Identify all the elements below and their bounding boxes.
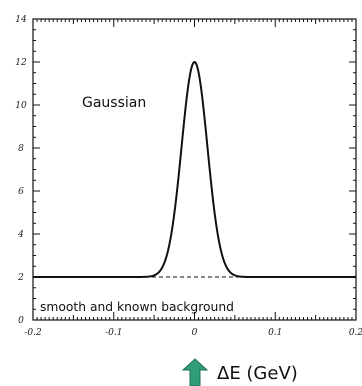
gaussian-label: Gaussian [82,95,146,111]
y-tick-label: 10 [15,101,27,111]
x-axis-label: ΔE (GeV) [217,363,298,384]
y-tick-label: 2 [17,273,24,283]
x-tick-label: 0 [192,328,198,338]
x-tick-label: -0.1 [105,328,122,338]
y-tick-label: 12 [15,58,27,68]
up-arrow-icon [181,358,209,386]
gaussian-curve [33,60,356,278]
x-tick-label: 0.2 [349,328,362,338]
y-tick-label: 0 [18,316,24,326]
x-tick-label: -0.2 [24,328,42,338]
y-tick-label: 4 [17,230,24,240]
y-tick-label: 6 [18,187,24,197]
axis-ticks [32,18,357,321]
axis-tick-labels: 0 2 4 6 8 10 12 14 -0.2 -0.1 0 0.1 0.2 [15,15,362,338]
background-label: smooth and known background [40,300,234,314]
x-tick-label: 0.1 [268,328,282,338]
plot-frame [32,18,357,321]
y-tick-label: 14 [15,15,27,25]
y-tick-label: 8 [18,144,24,154]
